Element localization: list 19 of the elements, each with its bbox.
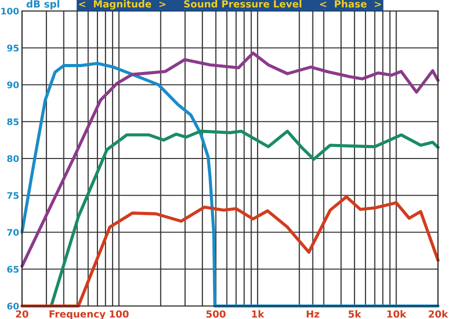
x-tick-label: 20k: [428, 310, 448, 318]
x-tick-label: 5k: [348, 310, 362, 318]
x-tick-label: Hz: [306, 310, 320, 318]
y-tick-label: 85: [7, 118, 19, 126]
y-tick-label: 70: [7, 228, 19, 236]
x-tick-label: 10k: [387, 310, 406, 318]
y-tick-label: 100: [1, 8, 19, 15]
x-tick-label: 20: [16, 310, 28, 318]
x-tick-label: 100: [110, 310, 129, 318]
x-tick-label: 500: [206, 310, 226, 318]
y-tick-label: 60: [7, 302, 19, 310]
y-tick-label: 75: [7, 192, 19, 199]
y-tick-label: 95: [7, 44, 19, 52]
y-tick-label: 65: [7, 266, 19, 273]
chart-title: < Magnitude > Sound Pressure Level < Phase >: [79, 0, 381, 10]
y-tick-label: 80: [7, 155, 19, 162]
y-tick-label: 90: [7, 81, 19, 88]
x-tick-label: 1k: [252, 310, 264, 318]
y-axis-title: dB spl: [26, 0, 60, 10]
